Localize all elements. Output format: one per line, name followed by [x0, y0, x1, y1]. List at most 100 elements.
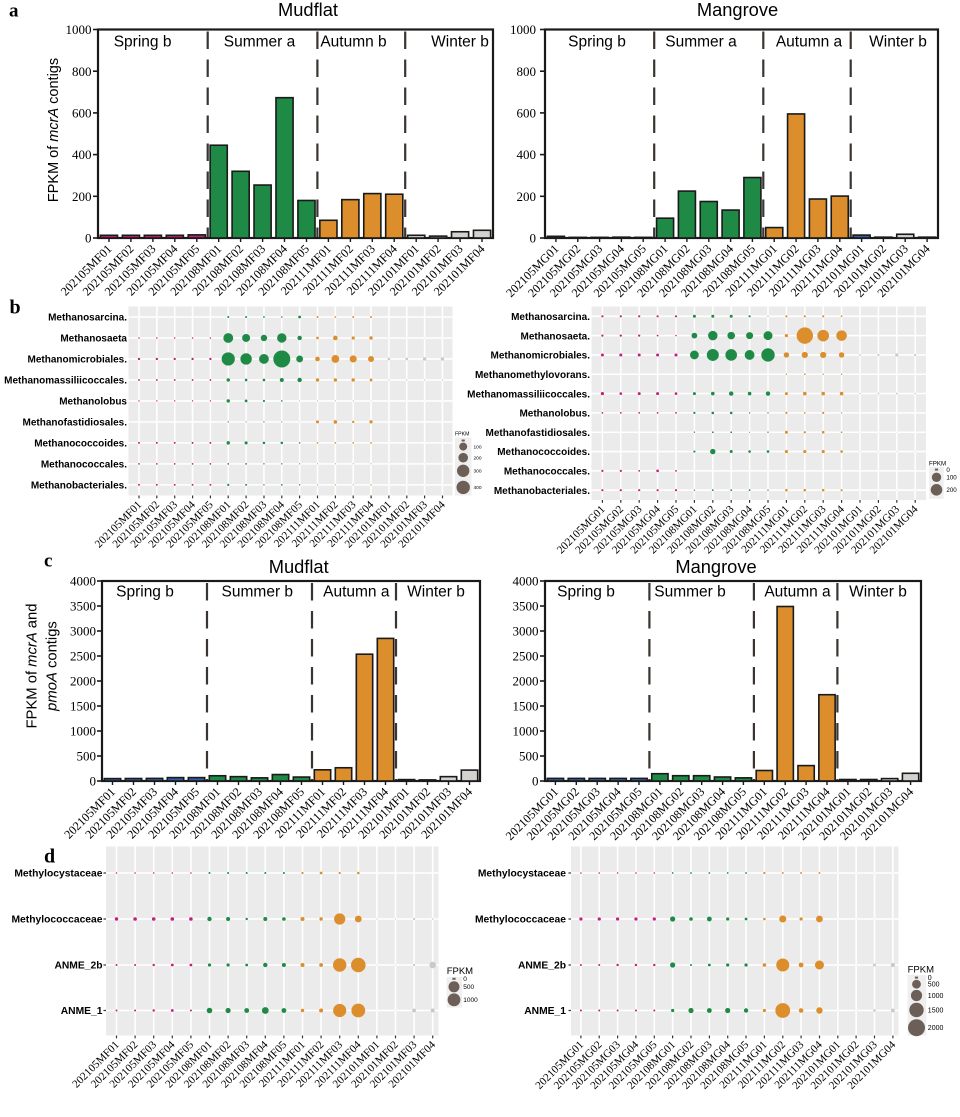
svg-text:500: 500 — [928, 982, 940, 989]
svg-text:ANME_1: ANME_1 — [524, 1006, 566, 1017]
svg-text:0: 0 — [85, 231, 92, 246]
svg-text:Winter b: Winter b — [431, 34, 489, 51]
svg-text:d: d — [44, 846, 55, 868]
svg-text:Mudflat: Mudflat — [278, 0, 338, 20]
svg-text:Methylococcaceae: Methylococcaceae — [475, 915, 566, 926]
svg-text:Methanomicrobiales.: Methanomicrobiales. — [28, 355, 128, 366]
svg-text:Spring b: Spring b — [557, 584, 615, 601]
svg-text:Winter b: Winter b — [849, 584, 907, 601]
svg-text:FPKM: FPKM — [908, 965, 934, 976]
svg-text:0: 0 — [928, 975, 932, 982]
svg-text:0: 0 — [946, 467, 950, 474]
svg-text:0: 0 — [532, 774, 539, 789]
svg-text:3000: 3000 — [70, 624, 96, 639]
svg-text:500: 500 — [463, 984, 474, 991]
svg-text:Summer b: Summer b — [222, 584, 294, 601]
svg-text:600: 600 — [72, 106, 92, 121]
svg-text:2000: 2000 — [513, 674, 539, 689]
svg-text:FPKM of mcrA and: FPKM of mcrA and — [25, 603, 41, 728]
svg-text:400: 400 — [517, 147, 537, 162]
svg-text:Methylocystaceae: Methylocystaceae — [478, 869, 566, 880]
svg-text:200: 200 — [474, 455, 482, 461]
svg-text:Methanomicrobiales.: Methanomicrobiales. — [491, 351, 591, 362]
svg-text:Mudflat: Mudflat — [269, 556, 329, 577]
svg-text:1500: 1500 — [928, 1008, 944, 1015]
svg-text:Methanosaeta: Methanosaeta — [60, 334, 127, 345]
svg-text:600: 600 — [517, 106, 537, 121]
svg-text:1500: 1500 — [513, 699, 539, 714]
svg-text:Methanococcales.: Methanococcales. — [504, 467, 590, 478]
svg-text:300: 300 — [474, 469, 482, 475]
svg-text:Methanococcoides.: Methanococcoides. — [34, 439, 127, 450]
svg-text:2500: 2500 — [70, 649, 96, 664]
svg-text:500: 500 — [519, 749, 539, 764]
svg-text:4000: 4000 — [513, 574, 539, 589]
svg-text:Methanolobus: Methanolobus — [59, 397, 127, 408]
svg-text:200: 200 — [517, 189, 537, 204]
svg-text:1000: 1000 — [66, 22, 92, 37]
svg-text:Methanosaeta.: Methanosaeta. — [521, 331, 591, 342]
svg-text:100: 100 — [474, 444, 482, 450]
svg-text:400: 400 — [474, 485, 482, 491]
svg-text:0: 0 — [530, 231, 537, 246]
svg-text:FPKM: FPKM — [929, 460, 946, 467]
svg-text:Methanofastidiosales.: Methanofastidiosales. — [23, 418, 128, 429]
svg-text:a: a — [9, 1, 19, 22]
svg-text:100: 100 — [946, 475, 957, 482]
svg-text:FPKM of mcrA contigs: FPKM of mcrA contigs — [46, 58, 62, 202]
svg-text:Autumn a: Autumn a — [323, 584, 390, 601]
svg-text:Autumn a: Autumn a — [764, 584, 831, 601]
svg-text:FPKM: FPKM — [447, 966, 473, 977]
svg-text:2000: 2000 — [70, 674, 96, 689]
svg-text:FPKM: FPKM — [455, 432, 469, 438]
svg-text:3500: 3500 — [513, 599, 539, 614]
svg-text:Autumn b: Autumn b — [320, 34, 386, 51]
svg-text:Spring b: Spring b — [116, 584, 174, 601]
svg-text:Methanococcales.: Methanococcales. — [41, 460, 127, 471]
svg-text:Methanolobus.: Methanolobus. — [519, 409, 590, 420]
svg-text:ANME_1: ANME_1 — [61, 1006, 103, 1017]
svg-text:Summer a: Summer a — [665, 34, 737, 51]
svg-text:Winter b: Winter b — [407, 584, 465, 601]
svg-text:1000: 1000 — [513, 724, 539, 739]
svg-text:pmoA contigs: pmoA contigs — [45, 621, 61, 712]
svg-text:Methanosarcina.: Methanosarcina. — [511, 312, 590, 323]
svg-text:0: 0 — [90, 774, 97, 789]
svg-text:c: c — [44, 551, 52, 572]
svg-text:Methanococcoides.: Methanococcoides. — [497, 447, 590, 458]
svg-text:Methanomassiliicoccales.: Methanomassiliicoccales. — [467, 389, 590, 400]
svg-text:Winter b: Winter b — [869, 34, 927, 51]
svg-text:Methanosarcina.: Methanosarcina. — [48, 313, 127, 324]
svg-text:Summer b: Summer b — [654, 584, 726, 601]
svg-text:Methanofastidiosales.: Methanofastidiosales. — [486, 428, 591, 439]
svg-text:Spring b: Spring b — [568, 34, 626, 51]
svg-text:1000: 1000 — [510, 22, 536, 37]
svg-text:ANME_2b: ANME_2b — [518, 961, 566, 972]
svg-text:200: 200 — [946, 487, 957, 494]
svg-text:3000: 3000 — [513, 624, 539, 639]
svg-text:Mangrove: Mangrove — [697, 0, 778, 20]
svg-text:2500: 2500 — [513, 649, 539, 664]
svg-text:4000: 4000 — [70, 574, 96, 589]
svg-text:1000: 1000 — [463, 997, 478, 1004]
svg-text:200: 200 — [72, 189, 92, 204]
svg-text:b: b — [10, 297, 21, 319]
svg-text:2000: 2000 — [928, 1025, 944, 1032]
svg-text:Methylococcaceae: Methylococcaceae — [11, 915, 102, 926]
svg-text:Autumn a: Autumn a — [776, 34, 843, 51]
svg-text:800: 800 — [72, 64, 92, 79]
svg-text:3500: 3500 — [70, 599, 96, 614]
svg-text:1500: 1500 — [70, 699, 96, 714]
svg-text:800: 800 — [517, 64, 537, 79]
svg-text:Methanobacteriales.: Methanobacteriales. — [31, 481, 127, 492]
svg-text:Summer a: Summer a — [224, 34, 296, 51]
svg-text:Methylocystaceae: Methylocystaceae — [14, 869, 102, 880]
svg-text:0: 0 — [463, 976, 467, 983]
svg-text:Methanomassiliicoccales.: Methanomassiliicoccales. — [4, 376, 127, 387]
svg-text:500: 500 — [77, 749, 97, 764]
svg-text:Methanobacteriales.: Methanobacteriales. — [494, 486, 590, 497]
svg-text:ANME_2b: ANME_2b — [54, 961, 102, 972]
svg-text:400: 400 — [72, 147, 92, 162]
svg-text:1000: 1000 — [70, 724, 96, 739]
svg-text:Spring b: Spring b — [114, 34, 172, 51]
